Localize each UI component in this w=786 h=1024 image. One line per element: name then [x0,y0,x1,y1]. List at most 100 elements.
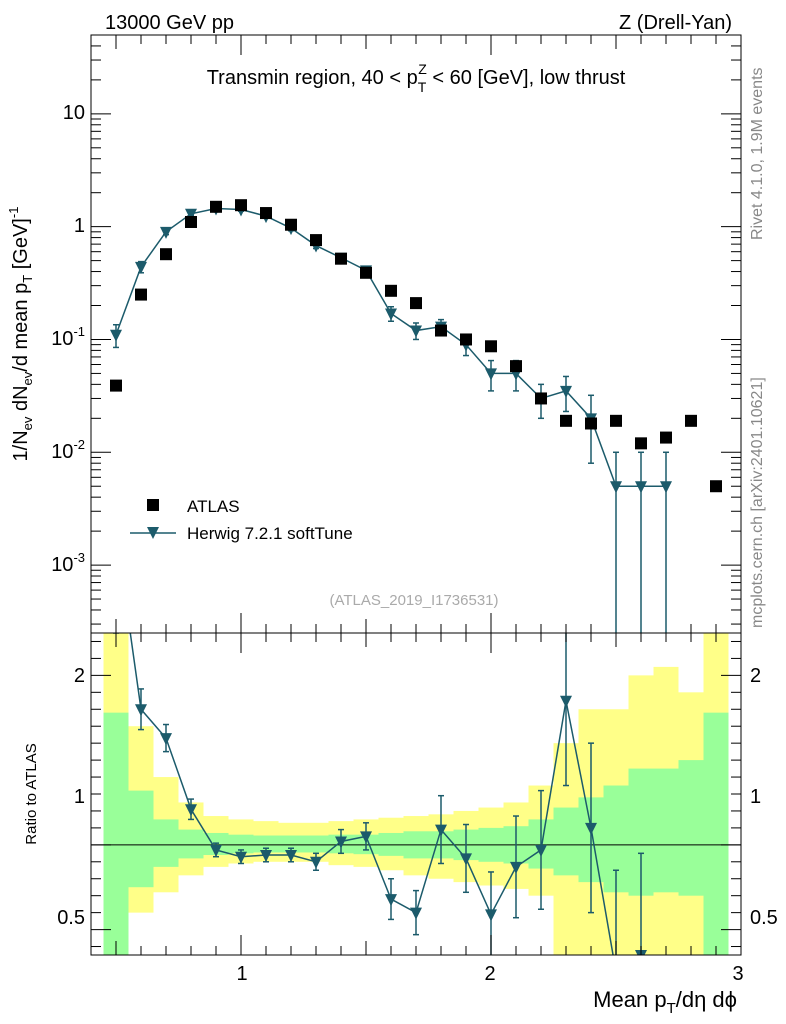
energy-label: 13000 GeV pp [105,12,234,34]
legend: ATLAS Herwig 7.2.1 softTune [130,497,353,543]
legend-atlas-marker [147,499,159,511]
ytick-1e-1-exp: -1 [73,324,85,339]
ylabel-b: dN [10,385,32,416]
atlas-point [335,252,347,265]
green-band [303,835,329,853]
ytick-1e-3-base: 10 [51,554,73,576]
atlas-point [610,414,622,427]
ratio-point [535,844,547,857]
ylabel-c: /d mean p [10,283,32,372]
watermark: (ATLAS_2019_I1736531) [329,592,498,609]
title-sup: Z [418,61,427,77]
atlas-point [485,340,497,353]
xtick-label-3: 3 [732,963,743,985]
ratio-ytick-right-2: 2 [750,665,761,687]
herwig-point [635,481,647,494]
ratio-point [110,526,122,538]
ylabel-sup: -1 [6,207,21,219]
atlas-point [310,234,322,247]
herwig-point [560,385,572,398]
herwig-point [135,261,147,274]
atlas-point [360,266,372,279]
green-band [653,768,679,893]
ratio-ylabel: Ratio to ATLAS [23,743,40,844]
xlabel-b: /dη dϕ [676,987,737,1012]
atlas-point [585,417,597,430]
ratio-point [360,831,372,844]
atlas-point [685,414,697,427]
ylabel-a: 1/N [10,430,32,461]
ratio-point [460,853,472,866]
ratio-xlabel: Mean pT/dη dϕ [593,987,737,1017]
ratio-point [510,861,522,874]
rivet-version-label: Rivet 4.1.0, 1.9M events [749,67,766,240]
ratio-point [385,894,397,907]
green-band [553,807,579,876]
ratio-point [135,704,147,717]
ytick-1e-2-exp: -2 [73,437,85,452]
ratio-ytick-right-0.5: 0.5 [750,907,778,929]
atlas-point [435,324,447,337]
ytick-1e-1-base: 10 [51,328,73,350]
title-text-a: Transmin region, 40 < p [207,67,418,89]
legend-atlas-label: ATLAS [187,497,240,516]
green-band [103,712,129,955]
green-band [253,835,279,853]
ytick-label-1: 1 [74,215,85,237]
ylabel-d: [GeV] [10,218,32,275]
ratio-ytick-left-1: 1 [74,786,85,808]
green-band [153,819,179,867]
ytick-label-1e-2: 10-2 [51,437,85,463]
ytick-label-10: 10 [63,102,85,124]
legend-herwig-marker [147,527,159,539]
ratio-ytick-left-0.5: 0.5 [57,907,85,929]
atlas-point [185,215,197,228]
mcplots-label: mcplots.cern.ch [arXiv:2401.10621] [749,377,766,628]
atlas-point [260,207,272,220]
legend-herwig-label: Herwig 7.2.1 softTune [187,524,353,543]
ratio-point [185,804,197,817]
ratio-point [410,907,422,920]
green-band [278,835,304,853]
atlas-point [710,480,722,493]
atlas-point [135,288,147,301]
atlas-point [160,248,172,261]
atlas-point [235,199,247,212]
xtick-label-1: 1 [236,963,247,985]
title-text-b: < 60 [GeV], low thrust [427,67,626,89]
main-title: Transmin region, 40 < pTZ < 60 [GeV], lo… [207,61,626,95]
herwig-point [660,481,672,494]
ylabel-sub-b: ev [20,371,35,385]
atlas-point [560,414,572,427]
ytick-label-1e-3: 10-3 [51,550,85,576]
atlas-point [535,392,547,405]
ylabel-sub-c: T [20,275,35,283]
atlas-point [635,437,647,450]
process-label: Z (Drell-Yan) [619,12,732,34]
herwig-point [485,368,497,381]
green-band [178,829,204,859]
atlas-point [210,200,222,213]
title-sub: T [418,79,427,95]
ratio-point [435,824,447,837]
ratio-point [335,836,347,849]
ratio-point [285,850,297,863]
ratio-point [560,695,572,708]
green-band [703,712,729,955]
green-band [228,834,254,854]
herwig-line [115,207,666,487]
ratio-point [310,856,322,869]
xlabel-sub: T [667,1000,676,1017]
herwig-point [160,226,172,239]
ratio-point [235,851,247,864]
ylabel-sub-a: ev [20,416,35,430]
ratio-ytick-left-2: 2 [74,665,85,687]
herwig-point [185,208,197,221]
atlas-point [410,297,422,310]
green-band [128,790,154,888]
ratio-ytick-right-1: 1 [750,786,761,808]
atlas-point [460,333,472,346]
ratio-panel: Ratio to ATLAS 2 1 0.5 2 1 0.5 1 2 3 Mea… [23,526,778,1017]
atlas-point [110,379,122,392]
